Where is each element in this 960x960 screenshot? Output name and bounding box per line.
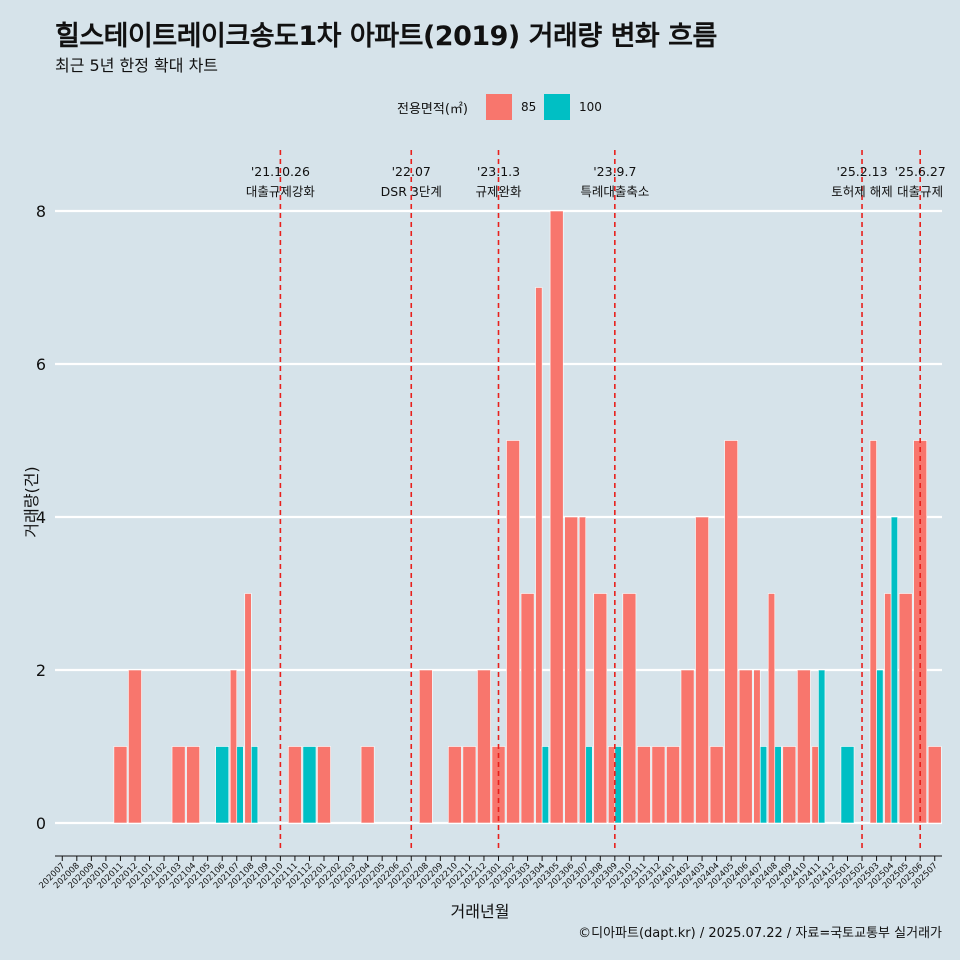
legend-title: 전용면적(㎡) (397, 102, 468, 117)
event-date: '23.1.3 (477, 164, 520, 179)
y-tick-label: 8 (36, 202, 46, 221)
bar-100 (215, 746, 230, 824)
bar-85 (898, 593, 913, 824)
event-label: 특례대출축소 (580, 184, 649, 199)
legend-swatch-100 (544, 94, 570, 120)
bar-85 (651, 746, 666, 824)
bar-85 (564, 516, 579, 824)
event-date: '25.2.13 (836, 164, 887, 179)
bar-85 (767, 593, 776, 824)
bar-100 (876, 669, 884, 824)
bar-85 (288, 746, 302, 824)
bar-85 (448, 746, 462, 824)
event-date: '23.9.7 (593, 164, 636, 179)
bar-100 (840, 746, 855, 824)
bar-85 (186, 746, 200, 824)
bar-85 (578, 516, 587, 824)
bar-85 (724, 440, 738, 824)
bar-85 (171, 746, 186, 824)
event-label: 대출규제 (897, 184, 943, 199)
bar-85 (535, 287, 543, 824)
event-label: 토허제 해제 (831, 184, 892, 199)
legend-label-100: 100 (579, 100, 602, 114)
bar-85 (128, 669, 142, 824)
bar-85 (244, 593, 252, 824)
y-tick-label: 2 (36, 661, 46, 680)
bar-100 (251, 746, 259, 824)
event-date: '25.6.27 (895, 164, 946, 179)
bar-85 (666, 746, 680, 824)
event-date: '22.07 (392, 164, 431, 179)
bar-100 (774, 746, 782, 824)
bar-85 (622, 593, 637, 824)
bar-85 (753, 669, 761, 824)
bar-85 (782, 746, 797, 824)
bar-100 (614, 746, 622, 824)
bar-100 (541, 746, 549, 824)
y-axis-label: 거래량(건) (22, 466, 41, 538)
legend-swatch-85 (486, 94, 512, 120)
bar-85 (549, 210, 564, 824)
bar-85 (229, 669, 238, 824)
event-label: DSR 3단계 (381, 184, 442, 199)
bar-85 (637, 746, 651, 824)
bar-85 (884, 593, 892, 824)
bar-100 (759, 746, 768, 824)
bar-85 (593, 593, 608, 824)
bar-85 (506, 440, 520, 824)
bar-85 (462, 746, 477, 824)
bar-85 (811, 746, 819, 824)
legend: 전용면적(㎡) 85 100 (0, 92, 960, 122)
bar-85 (695, 516, 709, 824)
chart-subtitle: 최근 5년 한정 확대 차트 (55, 56, 219, 75)
y-tick-label: 4 (36, 508, 46, 527)
bar-85 (477, 669, 491, 824)
event-label: 대출규제강화 (246, 184, 316, 199)
legend-label-85: 85 (521, 100, 537, 114)
source-caption: ©디아파트(dapt.kr) / 2025.07.22 / 자료=국토교통부 실… (578, 926, 942, 941)
bar-85 (709, 746, 724, 824)
bar-85 (317, 746, 331, 824)
bar-85 (360, 746, 375, 824)
bar-85 (738, 669, 753, 824)
bar-85 (520, 593, 535, 824)
bar-85 (927, 746, 942, 824)
bar-85 (113, 746, 128, 824)
y-tick-label: 6 (36, 355, 46, 374)
bar-85 (869, 440, 877, 824)
bar-100 (818, 669, 826, 824)
bar-85 (418, 669, 433, 824)
bar-100 (302, 746, 317, 824)
x-axis-label: 거래년월 (450, 902, 510, 921)
y-tick-label: 0 (36, 814, 46, 833)
event-date: '21.10.26 (251, 164, 310, 179)
bar-100 (585, 746, 593, 824)
event-label: 규제완화 (475, 184, 522, 199)
bar-85 (607, 746, 616, 824)
bar-85 (680, 669, 695, 824)
bar-100 (236, 746, 244, 824)
chart-title: 힐스테이트레이크송도1차 아파트(2019) 거래량 변화 흐름 (55, 21, 717, 52)
bar-85 (797, 669, 811, 824)
bar-100 (890, 516, 898, 824)
